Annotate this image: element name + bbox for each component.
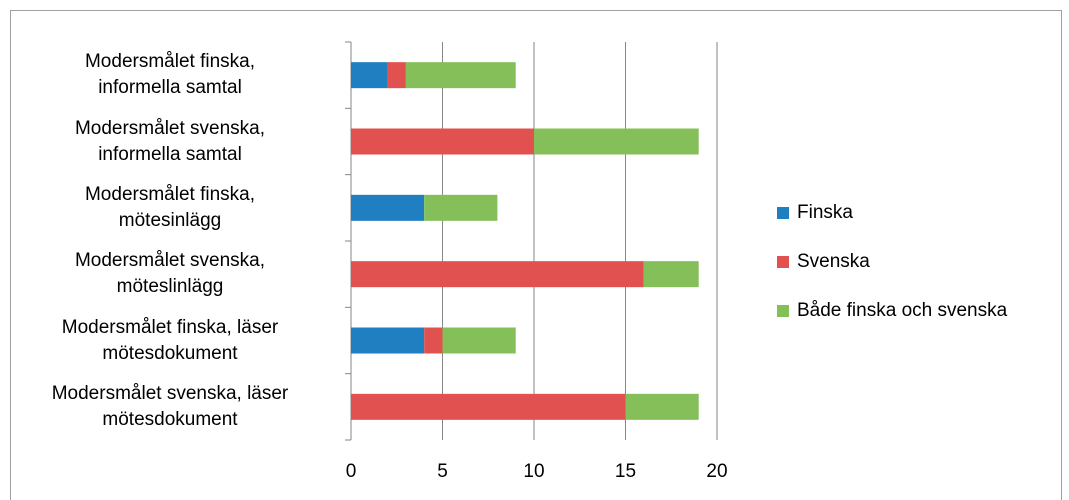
x-tick-label: 20 xyxy=(706,461,727,482)
legend-label: Svenska xyxy=(797,251,870,272)
y-tick-label: Modersmålet svenska, möteslinlägg xyxy=(74,250,266,298)
x-tick-label: 15 xyxy=(615,461,636,482)
bar-segment xyxy=(424,194,498,221)
y-tick-label: Modersmålet svenska, läser mötesdokument xyxy=(51,382,289,430)
bar-segment xyxy=(351,261,644,288)
x-tick-label: 5 xyxy=(437,461,448,482)
x-tick-label: 0 xyxy=(346,461,357,482)
bar-segment xyxy=(534,128,699,155)
bar-segment xyxy=(625,393,699,420)
bar-segment xyxy=(405,62,516,89)
bar-segment xyxy=(351,62,388,89)
bar-segment xyxy=(643,261,699,288)
legend-swatch xyxy=(777,207,789,219)
bar-segment xyxy=(387,62,406,89)
bar-segment xyxy=(351,393,626,420)
bar-segment xyxy=(351,327,425,354)
y-tick-label: Modersmålet svenska, informella samtal xyxy=(74,117,266,165)
bar-segment xyxy=(424,327,443,354)
bar-segment xyxy=(351,128,534,155)
legend-swatch xyxy=(777,305,789,317)
legend-label: Både finska och svenska xyxy=(797,300,1008,321)
x-tick-label: 10 xyxy=(523,461,544,482)
bar-segment xyxy=(351,194,425,221)
bar-segment xyxy=(442,327,516,354)
legend-label: Finska xyxy=(797,202,853,223)
y-tick-label: Modersmålet finska, informella samtal xyxy=(84,51,255,99)
y-tick-label: Modersmålet finska, mötesinlägg xyxy=(84,183,255,231)
legend-swatch xyxy=(777,256,789,268)
y-tick-label: Modersmålet finska, läser mötesdokument xyxy=(61,316,279,364)
